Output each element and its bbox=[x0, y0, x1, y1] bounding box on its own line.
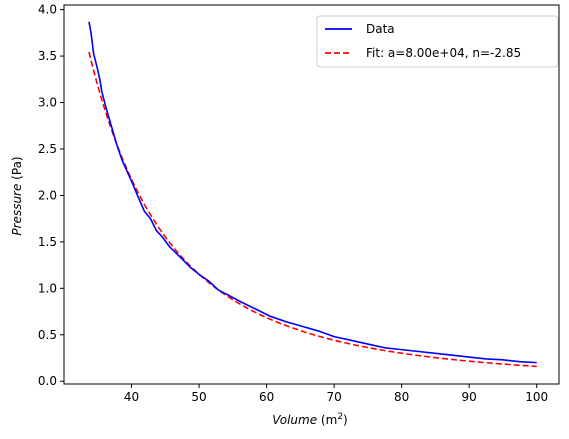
y-tick-label: 0.0 bbox=[38, 374, 57, 388]
y-tick-label: 1.5 bbox=[38, 235, 57, 249]
x-tick-label: 50 bbox=[191, 390, 206, 404]
x-axis-label-unit: m bbox=[326, 413, 338, 427]
y-tick-label: 0.5 bbox=[38, 328, 57, 342]
y-axis-ticks: 0.0 0.5 1.0 1.5 2.0 2.5 3.0 3.5 4.0 bbox=[38, 3, 64, 388]
plot-frame bbox=[63, 4, 560, 385]
y-axis-label-name: Pressure bbox=[10, 184, 24, 236]
legend: Data Fit: a=8.00e+04, n=-2.85 bbox=[316, 15, 559, 68]
plot-area bbox=[63, 4, 560, 385]
fit-series-line bbox=[88, 51, 537, 368]
series-layer bbox=[88, 21, 537, 368]
x-tick-label: 80 bbox=[394, 390, 409, 404]
y-tick-label: 2.0 bbox=[38, 188, 57, 202]
x-axis-label-name: Volume bbox=[272, 413, 317, 427]
legend-frame bbox=[316, 15, 559, 68]
legend-data-label: Data bbox=[366, 22, 395, 36]
legend-fit-label: Fit: a=8.00e+04, n=-2.85 bbox=[366, 46, 521, 60]
x-tick-label: 40 bbox=[124, 390, 139, 404]
y-tick-label: 3.5 bbox=[38, 49, 57, 63]
y-tick-label: 3.0 bbox=[38, 96, 57, 110]
x-axis-ticks: 40 50 60 70 80 90 100 bbox=[124, 384, 548, 404]
y-tick-label: 1.0 bbox=[38, 281, 57, 295]
y-axis-label: Pressure (Pa) bbox=[10, 156, 24, 235]
x-tick-label: 70 bbox=[326, 390, 341, 404]
y-tick-label: 4.0 bbox=[38, 3, 57, 17]
x-axis-label-unit-sup: 2 bbox=[337, 412, 343, 422]
y-tick-label: 2.5 bbox=[38, 142, 57, 156]
x-tick-label: 100 bbox=[525, 390, 548, 404]
x-tick-label: 90 bbox=[462, 390, 477, 404]
x-tick-label: 60 bbox=[259, 390, 274, 404]
y-axis-label-unit: (Pa) bbox=[10, 156, 24, 179]
data-series-line bbox=[88, 21, 537, 364]
x-axis-label: Volume (m2) bbox=[272, 412, 347, 427]
